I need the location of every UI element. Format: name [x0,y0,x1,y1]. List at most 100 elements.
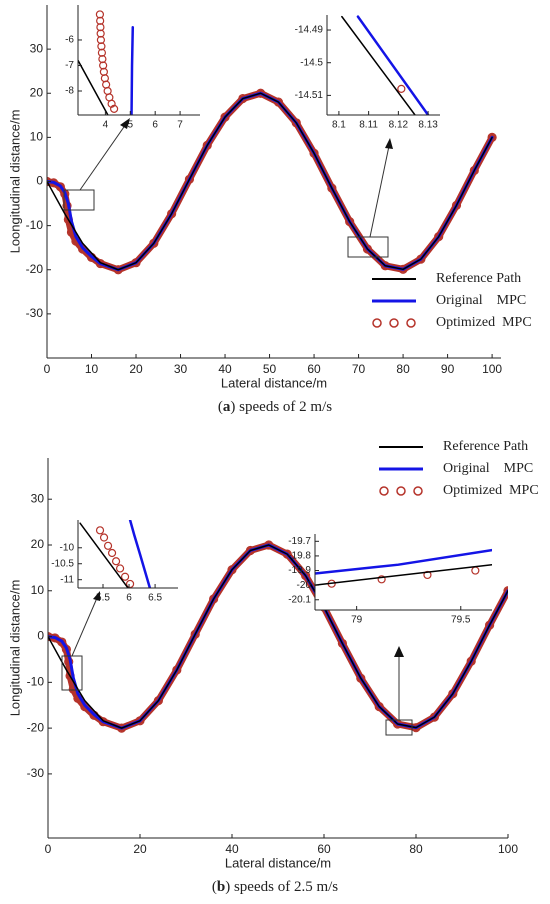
series-marker [337,638,347,649]
series-marker [149,238,159,248]
y-tick-label: 30 [30,41,44,55]
legend-label: Original MPC [443,461,533,476]
legend-marker [396,486,406,496]
series-marker [95,526,105,535]
x-tick-label: 100 [498,842,518,856]
y-tick-label: -10 [26,218,44,232]
plot-area [315,534,492,610]
x-tick-label: 50 [263,362,277,376]
y-tick-label: -19.9 [288,565,311,576]
legend-label: Reference Path [436,271,521,286]
arrowhead [120,118,130,129]
x-tick-label: 6.5 [148,593,162,604]
y-tick-label: -30 [26,306,44,320]
series-marker [99,533,109,542]
series-marker [103,541,113,550]
series-marker [96,29,105,38]
legend-label: Optimized MPC [436,315,532,330]
zoom-box [347,236,389,258]
series-line [79,522,129,588]
series-marker [95,10,105,19]
x-tick-label: 60 [317,842,331,856]
series-marker [282,549,292,559]
series-marker [487,132,497,142]
legend-marker [406,318,416,328]
series-line [315,548,492,575]
series-marker [227,565,237,575]
series-marker [416,254,426,264]
plot-area [48,458,508,838]
x-tick-label: 80 [409,842,423,856]
y-tick-label: -10.5 [51,558,74,569]
series-marker [202,140,212,150]
series-marker [55,182,65,192]
charts: 0 10 20 30 40 50 60 70 80 90 100-30-20-100102030La… [7,5,539,895]
x-tick-label: 30 [174,362,188,376]
series-marker [111,557,121,566]
y-tick-label: -14.49 [295,25,324,36]
legend-label: Optimized MPC [443,483,539,498]
series-marker [96,16,105,25]
series-marker [107,548,117,558]
y-axis-label: Longitudinal distance/m [7,580,22,717]
y-tick-label: -20 [27,720,45,734]
series-marker [107,99,116,108]
x-tick-label: 80 [396,362,410,376]
zoom-annotations [61,123,413,736]
series-marker [377,575,386,584]
y-tick-label: 20 [31,537,45,551]
caption: (b) speeds of 2.5 m/s [212,879,338,895]
x-tick-label: 8.12 [389,120,409,131]
arrowhead [394,646,404,657]
x-tick-label: 8.13 [418,120,438,131]
series-marker [397,84,406,93]
series-marker [466,656,476,666]
series-marker [485,620,495,630]
zoom-box [63,189,95,211]
y-tick-label: -30 [27,766,45,780]
series-group [315,548,492,588]
arrowhead [385,138,393,149]
x-tick-label: 40 [225,842,239,856]
x-tick-label: 6 [126,593,132,604]
y-tick-label: -14.5 [300,57,323,68]
x-tick-label: 90 [441,362,455,376]
series-marker [291,118,301,128]
y-tick-label: 0 [36,174,43,188]
series-marker [153,696,163,706]
x-axis-label: Lateral distance/m [221,375,327,390]
x-tick-label: 10 [85,362,99,376]
plot-area [327,15,440,115]
x-tick-label: 4 [103,120,109,131]
series-group [341,15,430,115]
y-tick-label: -20.1 [288,594,311,605]
x-tick-label: 40 [218,362,232,376]
x-tick-label: 0 [44,362,51,376]
y-tick-label: -19.8 [288,551,311,562]
series-marker [469,165,479,176]
y-tick-label: -20 [26,262,44,276]
legend-label: Reference Path [443,439,528,454]
x-axis-label: Lateral distance/m [225,855,331,870]
x-tick-label: 6 [152,120,158,131]
y-tick-label: -14.51 [295,90,324,101]
arrowheads [93,118,404,657]
x-tick-label: 7 [177,120,183,131]
series-marker [172,665,182,675]
series-group [79,520,152,588]
series-marker [301,571,311,581]
y-axis-label: Loongitudinal distance/m [7,110,22,254]
series-marker [57,637,67,647]
series-line [48,544,508,729]
series-marker [451,200,462,210]
series-marker [184,174,195,184]
series-marker [125,579,135,588]
legend-marker [389,318,399,328]
y-tick-label: -6 [65,35,74,46]
series-marker [503,586,508,596]
legend-marker [372,318,382,328]
arrowhead [93,591,100,601]
y-tick-label: -19.7 [288,536,311,547]
y-tick-label: 10 [31,583,45,597]
series-marker [362,244,373,254]
